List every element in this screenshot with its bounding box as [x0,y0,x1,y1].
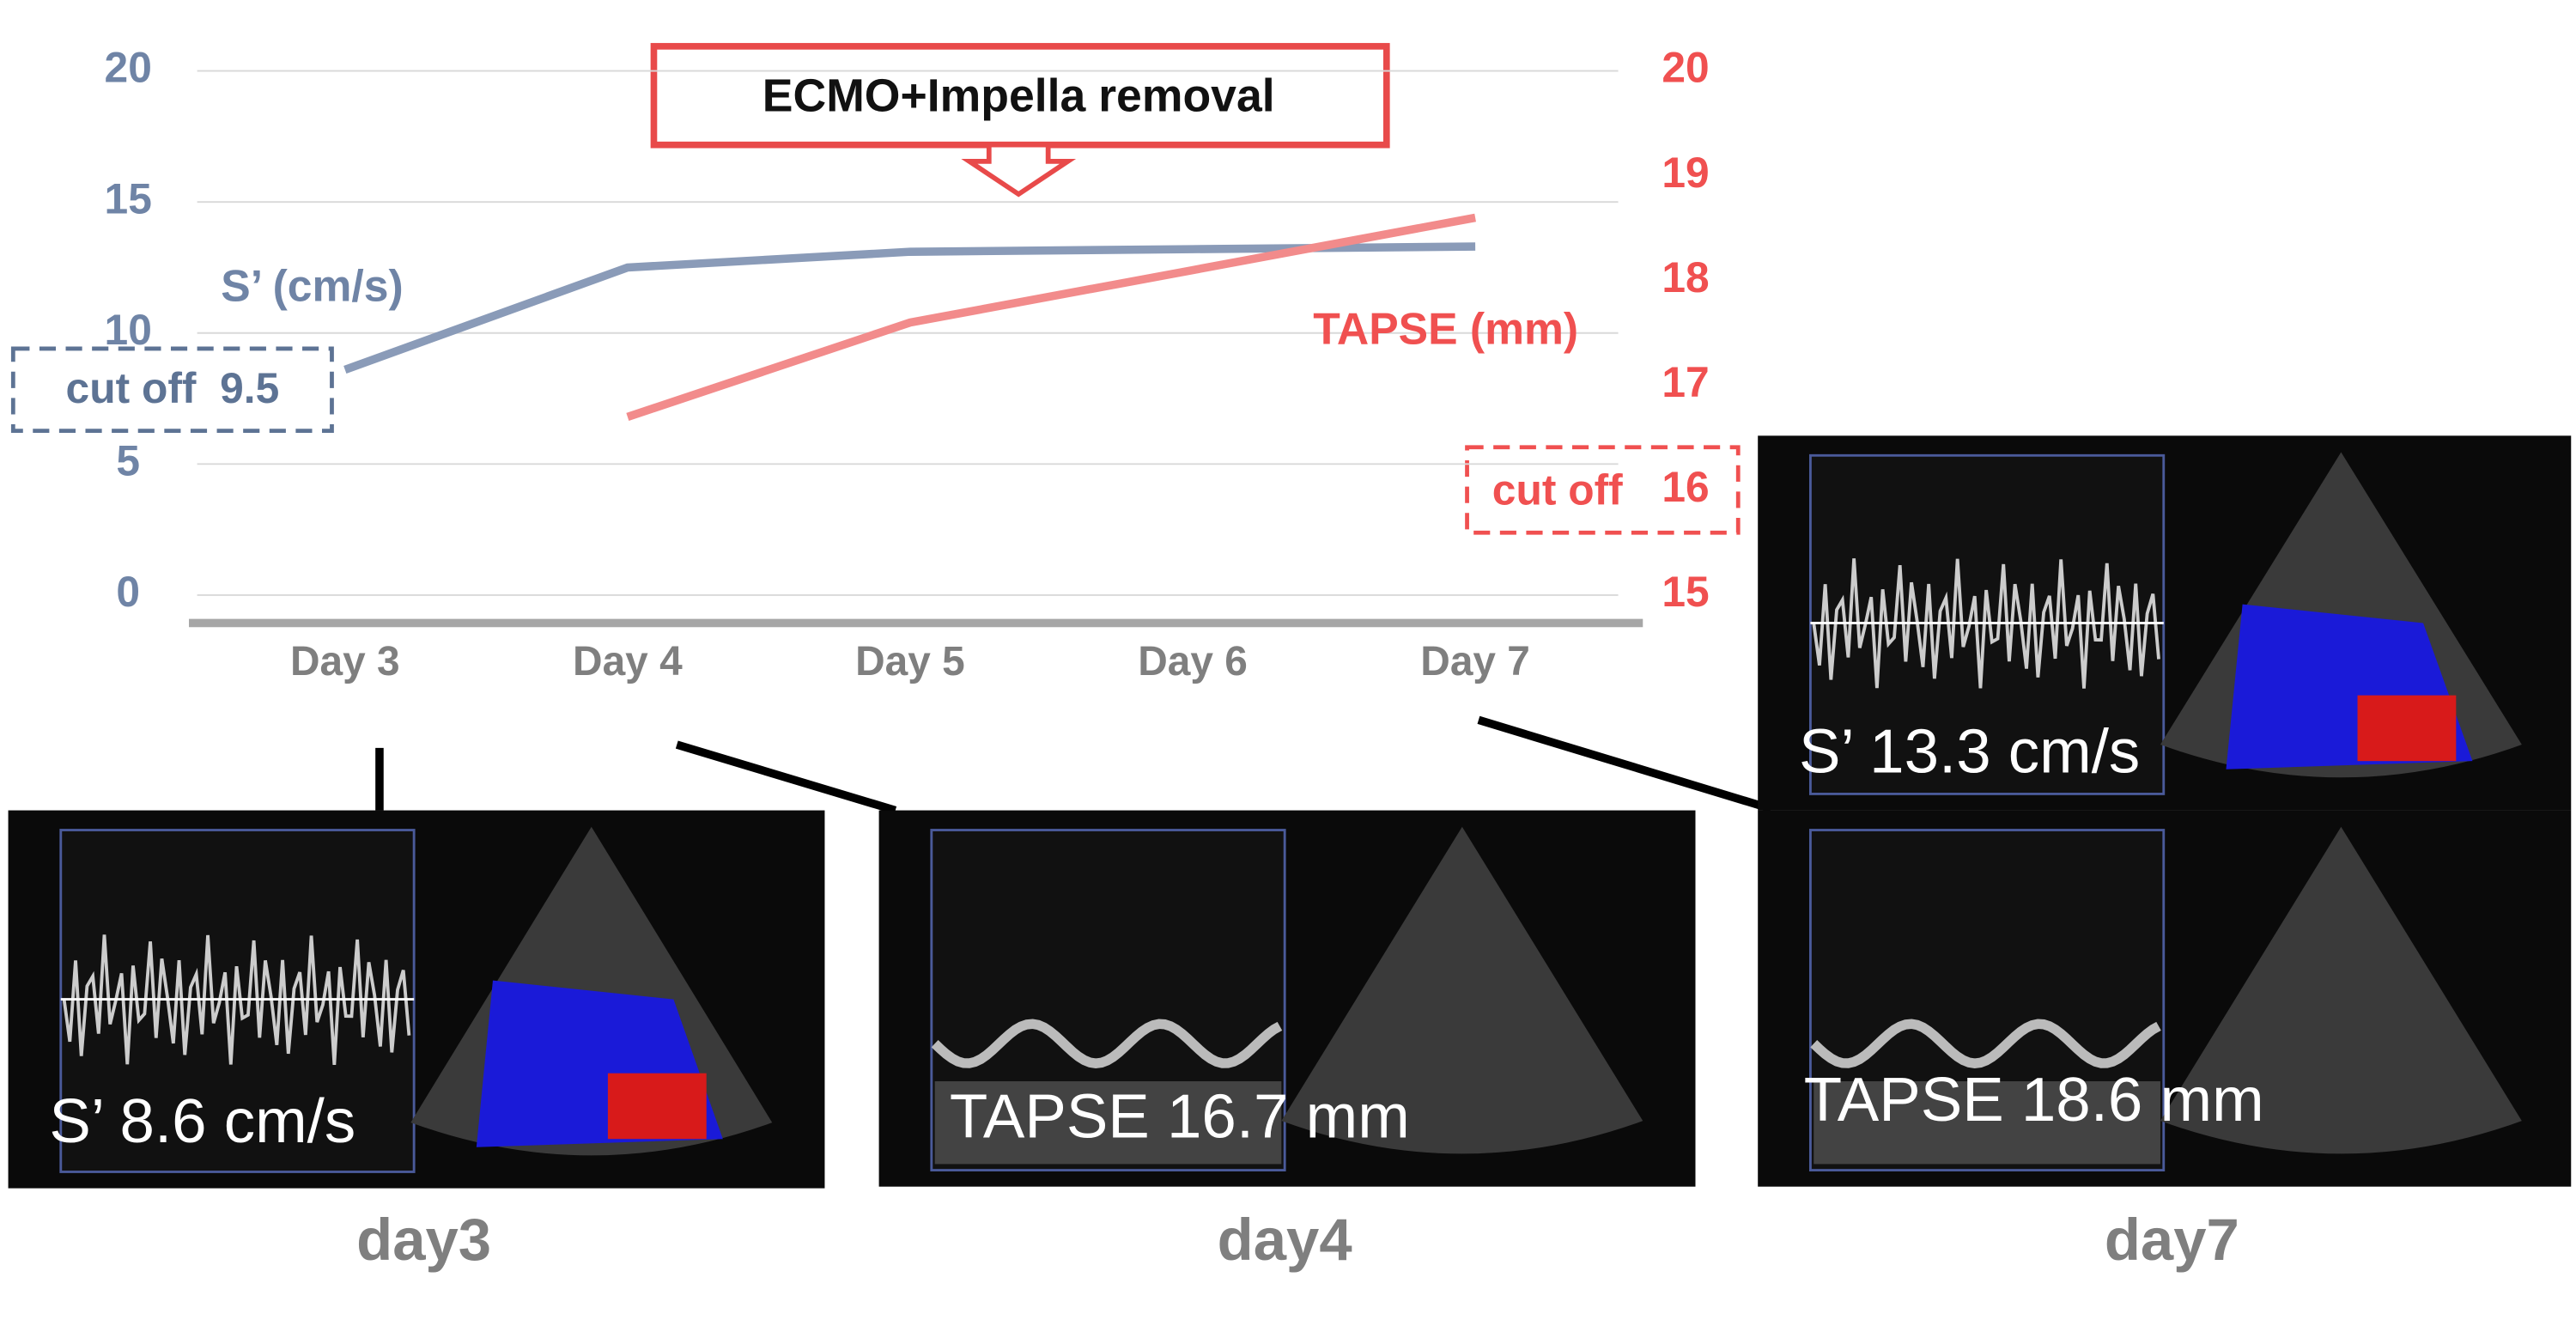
echo-overlay: TAPSE 18.6 mm [1804,1065,2264,1134]
cutoff-box [10,346,334,433]
connector [675,740,897,815]
mmode-band [1814,1081,2160,1165]
doppler-trace [1812,558,2160,689]
y-tick-label: 15 [105,174,152,222]
x-tick-label: Day 6 [1138,639,1248,684]
panel-caption: day4 [1218,1207,1352,1273]
panel-caption: day7 [2105,1207,2239,1273]
series-line [626,213,1476,421]
color-flow [2357,695,2457,762]
mmode-trace [931,1019,1283,1068]
x-tick-label: Day 5 [855,639,965,684]
y2-tick-label: 18 [1662,253,1709,301]
echo-overlay: S’ 13.3 cm/s [1799,717,2140,787]
annotation-box [650,43,1390,149]
echo-inset [1808,453,2166,795]
panel-caption: day3 [356,1207,491,1273]
echo-fan [2160,826,2522,1154]
y-tick-label: 20 [105,44,152,92]
series-label: TAPSE (mm) [1313,303,1578,353]
y2-tick-label: 19 [1662,149,1709,197]
y2-tick-label: 20 [1662,44,1709,92]
connector [1477,715,1772,813]
x-tick-label: Day 7 [1420,639,1530,684]
echo-overlay: TAPSE 16.7 mm [950,1081,1410,1151]
cutoff-label: cut off 9.5 [66,364,280,412]
echo-inset [59,829,416,1173]
y2-tick-label: 15 [1662,568,1709,616]
cutoff-box [1465,445,1741,535]
x-tick-label: Day 3 [290,639,400,684]
x-tick-label: Day 4 [573,639,683,684]
echo-overlay: S’ 8.6 cm/s [49,1086,355,1156]
mmode-trace [1810,1019,2161,1068]
series-line [343,242,1476,374]
y-tick-label: 0 [116,568,140,616]
mmode-band [934,1081,1282,1165]
series-label: S’ (cm/s) [221,261,403,311]
echo-fan [1281,826,1643,1154]
doppler-trace [62,934,411,1065]
cutoff-label: cut off [1492,465,1623,514]
y-tick-label: 5 [116,436,140,484]
y2-tick-label: 17 [1662,358,1709,406]
annotation: ECMO+Impella removal [762,70,1275,121]
y-tick-label: 10 [105,306,152,354]
color-flow [607,1073,707,1140]
y2-tick-label: 16 [1662,463,1709,511]
annotation-arrow [961,142,1077,198]
